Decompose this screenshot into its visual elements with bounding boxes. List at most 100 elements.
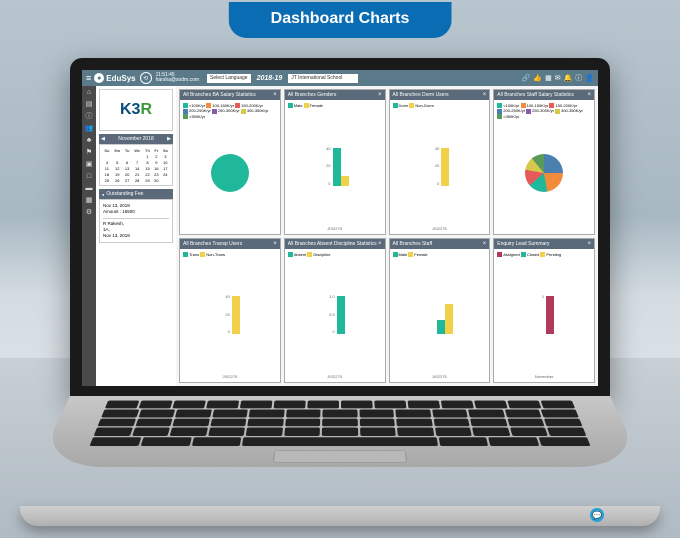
chart-c4: All Branches Staff Salary Statistics × <10… xyxy=(493,89,595,235)
chart-title: All Branches Staff xyxy=(393,241,433,247)
academic-year: 2018-19 xyxy=(257,75,283,82)
grid-icon[interactable]: ▦ xyxy=(545,74,552,82)
chart-header: All Branches BA Salary Statistics × xyxy=(180,90,280,100)
close-icon[interactable]: × xyxy=(273,241,277,247)
menu-icon[interactable]: ≡ xyxy=(86,73,91,83)
screen-frame: ≡ ● EduSys ⟲ 11:51:45 harsha@sodm.com Se… xyxy=(70,58,610,398)
sync-icon[interactable]: ⟲ xyxy=(140,72,152,84)
topbar-icons: 🔗 👍 ▦ ✉ 🔔 ⓘ 👤 xyxy=(522,73,594,83)
page-banner: Dashboard Charts xyxy=(229,2,452,38)
chart-header: All Branches Genders× xyxy=(285,90,385,100)
laptop-base xyxy=(20,506,660,526)
app-screen: ≡ ● EduSys ⟲ 11:51:45 harsha@sodm.com Se… xyxy=(82,70,598,386)
chart-legend: Male Female xyxy=(288,103,323,108)
cal-prev-icon[interactable]: ◀ xyxy=(101,136,105,142)
chart-header: Enquiry Lead Summary × xyxy=(494,239,594,249)
x-axis-label: JIS2275 xyxy=(432,374,447,379)
chart-title: All Branches Absent Discipline Statistic… xyxy=(288,241,377,247)
laptop-trackpad xyxy=(273,450,407,463)
chart-legend: Dorm Non-Dorm xyxy=(393,103,434,108)
nav-page-icon[interactable]: □ xyxy=(87,173,91,180)
x-axis-label: JIS2275 xyxy=(223,374,238,379)
nav-info-icon[interactable]: ⓘ xyxy=(86,113,93,120)
email-text: harsha@sodm.com xyxy=(156,78,199,84)
laptop-keyboard xyxy=(36,396,645,467)
laptop: ≡ ● EduSys ⟲ 11:51:45 harsha@sodm.com Se… xyxy=(70,58,610,526)
school-select[interactable]: JT International School xyxy=(288,74,358,83)
calendar-header: ◀ November 2018 ▶ xyxy=(99,134,173,144)
chart-c7: All Branches Staff×Male Female JIS2275 xyxy=(389,238,491,384)
close-icon[interactable]: × xyxy=(273,92,277,98)
chart-c8: Enquiry Lead Summary × Assigned Closed Pen… xyxy=(493,238,595,384)
sidebar: K3R ◀ November 2018 ▶ SuMoTuWeThFrSa1234… xyxy=(96,86,176,386)
close-icon[interactable]: × xyxy=(378,92,382,98)
calendar-widget: ◀ November 2018 ▶ SuMoTuWeThFrSa12345678… xyxy=(99,134,173,186)
chart-header: All Branches Staff × xyxy=(390,239,490,249)
pie-chart xyxy=(211,154,249,192)
pie-chart xyxy=(525,154,563,192)
chart-legend: <100K/yr 100-150K/yr 150-200K/yr 200-250… xyxy=(497,103,591,119)
link-icon[interactable]: 🔗 xyxy=(522,74,531,82)
cal-next-icon[interactable]: ▶ xyxy=(167,136,171,142)
close-icon[interactable]: × xyxy=(483,92,487,98)
left-nav: ⌂ ▤ ⓘ 👥 ♣ ⚑ ▣ □ ▬ ▦ ⚙ xyxy=(82,86,96,386)
like-icon[interactable]: 👍 xyxy=(533,74,542,82)
app-body: ⌂ ▤ ⓘ 👥 ♣ ⚑ ▣ □ ▬ ▦ ⚙ K3R ◀ November 201… xyxy=(82,86,598,386)
chart-c1: All Branches BA Salary Statistics × <100K/… xyxy=(179,89,281,235)
chart-legend: Trans Non-Trans xyxy=(183,252,225,257)
brand-icon: ● xyxy=(94,73,104,83)
x-axis-label: JIS2275 xyxy=(432,226,447,231)
chart-c2: All Branches Genders× Male Female 40200 JI… xyxy=(284,89,386,235)
mail-icon[interactable]: ✉ xyxy=(555,74,561,82)
chart-title: Enquiry Lead Summary xyxy=(497,241,549,247)
close-icon[interactable]: × xyxy=(483,241,487,247)
language-select[interactable]: Select Language xyxy=(207,74,251,83)
chart-header: All Branches Transp Users × xyxy=(180,239,280,249)
nav-bus-icon[interactable]: ▬ xyxy=(86,185,93,192)
close-icon[interactable]: × xyxy=(587,92,591,98)
nav-doc-icon[interactable]: ▣ xyxy=(86,161,93,168)
chart-title: All Branches Dorm Users xyxy=(393,92,449,98)
nav-flag-icon[interactable]: ⚑ xyxy=(86,149,92,156)
chart-header: All Branches Staff Salary Statistics × xyxy=(494,90,594,100)
close-icon[interactable]: × xyxy=(378,241,382,247)
close-icon[interactable]: × xyxy=(587,241,591,247)
nav-bell-icon[interactable]: ♣ xyxy=(87,137,92,144)
nav-users-icon[interactable]: 👥 xyxy=(85,125,94,132)
nav-gear-icon[interactable]: ⚙ xyxy=(86,209,92,216)
chart-legend: Absent Discipline xyxy=(288,252,331,257)
calendar-title: November 2018 xyxy=(118,136,154,142)
chart-header: All Branches Dorm Users × xyxy=(390,90,490,100)
bar-chart: 40200 xyxy=(429,146,449,186)
info-icon[interactable]: ⓘ xyxy=(575,73,582,83)
nav-file-icon[interactable]: ▤ xyxy=(86,101,93,108)
chart-header: All Branches Absent Discipline Statistic… xyxy=(285,239,385,249)
fee-amount: Amount : 16500 xyxy=(103,209,169,215)
calendar-body: SuMoTuWeThFrSa12345678910111213141516171… xyxy=(99,144,173,186)
nav-home-icon[interactable]: ⌂ xyxy=(87,89,91,96)
fee-date2: Nov 13, 2018 xyxy=(103,233,169,239)
chart-c5: All Branches Transp Users × Trans Non-Tran… xyxy=(179,238,281,384)
user-icon[interactable]: 👤 xyxy=(585,74,594,82)
dashboard-grid: All Branches BA Salary Statistics × <100K/… xyxy=(176,86,598,386)
bar-chart: 1 xyxy=(534,294,554,334)
bell-icon[interactable]: 🔔 xyxy=(564,74,573,82)
topbar: ≡ ● EduSys ⟲ 11:51:45 harsha@sodm.com Se… xyxy=(82,70,598,86)
time-block: 11:51:45 harsha@sodm.com xyxy=(156,73,199,84)
brand-text: EduSys xyxy=(106,74,135,83)
chart-c3: All Branches Dorm Users × Dorm Non-Dorm 40… xyxy=(389,89,491,235)
nav-cal-icon[interactable]: ▦ xyxy=(86,197,93,204)
chart-legend: Assigned Closed Pending xyxy=(497,252,561,257)
chart-legend: <100K/yr 100-150K/yr 150-200K/yr 200-250… xyxy=(183,103,277,119)
brand: ● EduSys xyxy=(94,73,135,83)
org-logo: K3R xyxy=(99,89,173,131)
chart-title: All Branches Staff Salary Statistics xyxy=(497,92,574,98)
chart-title: All Branches BA Salary Statistics xyxy=(183,92,256,98)
bar-chart: 40200 xyxy=(321,146,349,186)
chart-c6: All Branches Absent Discipline Statistic… xyxy=(284,238,386,384)
bar-chart: 1.00.50 xyxy=(325,294,345,334)
chart-title: All Branches Transp Users xyxy=(183,241,242,247)
x-axis-label: JIS2275 xyxy=(327,226,342,231)
bar-chart xyxy=(425,294,453,334)
fee-panel-body: Nov 13, 2018 Amount : 16500 R Rakesh, 1A… xyxy=(99,199,173,243)
